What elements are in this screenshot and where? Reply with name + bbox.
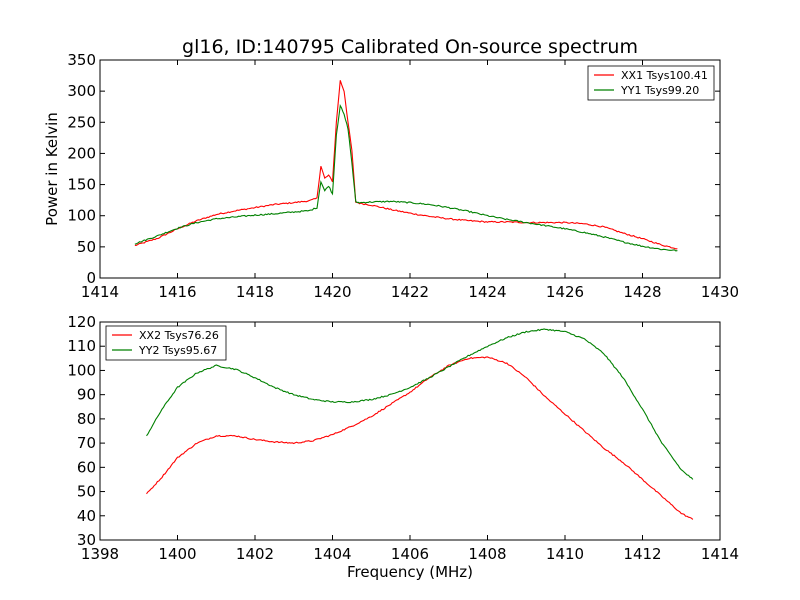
y-tick-label: 70	[77, 434, 96, 452]
y-tick-label: 350	[67, 51, 96, 69]
y-tick-label: 150	[67, 176, 96, 194]
series-line-2-1	[146, 356, 694, 520]
y-tick-label: 300	[67, 82, 96, 100]
legend-entry: YY1 Tsys99.20	[620, 84, 699, 97]
x-tick-label: 1422	[391, 283, 429, 301]
x-tick-label: 1410	[546, 545, 584, 563]
legend-entry: XX1 Tsys100.41	[621, 69, 708, 82]
subplot-2: 1398 1400 1402 1404 1406 1408 1410 1412 1414 30 40…	[67, 313, 739, 563]
y-tick-label: 100	[67, 207, 96, 225]
x-tick-label: 1412	[623, 545, 661, 563]
plots-container: 1414 1416 1418 1420 1422 1424 1426 1428 14300501…	[43, 51, 739, 563]
y-tick-label: 0	[86, 269, 96, 287]
legend-box	[587, 65, 715, 101]
series-line-2-2	[146, 328, 694, 480]
legend-box	[105, 325, 227, 361]
legend: XX1 Tsys100.41 YY1 Tsys99.20	[587, 65, 715, 101]
series-line-1-2	[134, 103, 678, 252]
y-tick-label: 60	[77, 458, 96, 476]
y-axis-label: Power in Kelvin	[43, 112, 61, 226]
x-tick-label: 1430	[701, 283, 739, 301]
x-tick-label: 1418	[236, 283, 274, 301]
x-tick-label: 1402	[236, 545, 274, 563]
y-tick-label: 30	[77, 531, 96, 549]
y-tick-label: 120	[67, 313, 96, 331]
y-tick-label: 250	[67, 113, 96, 131]
y-tick-label: 80	[77, 410, 96, 428]
subplot-1: 1414 1416 1418 1420 1422 1424 1426 1428 1430 0 50 1…	[43, 51, 739, 301]
x-tick-label: 1414	[701, 545, 739, 563]
x-tick-label: 1420	[313, 283, 351, 301]
y-tick-label: 40	[77, 507, 96, 525]
x-tick-label: 1404	[313, 545, 351, 563]
legend-entry: XX2 Tsys76.26	[139, 329, 219, 342]
x-tick-label: 1416	[158, 283, 196, 301]
y-tick-label: 90	[77, 386, 96, 404]
x-tick-label: 1428	[623, 283, 661, 301]
x-tick-label: 1414	[81, 283, 119, 301]
x-tick-label: 1400	[158, 545, 196, 563]
plot-frame	[99, 59, 721, 279]
figure-title: gl16, ID:140795 Calibrated On-source spe…	[182, 36, 638, 58]
x-tick-label: 1406	[391, 545, 429, 563]
x-tick-label: 1424	[468, 283, 506, 301]
series-line-1-1	[134, 80, 678, 250]
x-tick-label: 1426	[546, 283, 584, 301]
legend-entry: YY2 Tsys95.67	[138, 344, 217, 357]
x-tick-label: 1398	[81, 545, 119, 563]
x-axis-label: Frequency (MHz)	[347, 563, 473, 581]
plot-frame	[99, 321, 721, 541]
y-tick-label: 200	[67, 144, 96, 162]
legend: XX2 Tsys76.26 YY2 Tsys95.67	[105, 325, 227, 361]
y-tick-label: 50	[77, 483, 96, 501]
x-tick-label: 1408	[468, 545, 506, 563]
y-tick-label: 100	[67, 361, 96, 379]
y-tick-label: 50	[77, 238, 96, 256]
y-tick-label: 110	[67, 337, 96, 355]
